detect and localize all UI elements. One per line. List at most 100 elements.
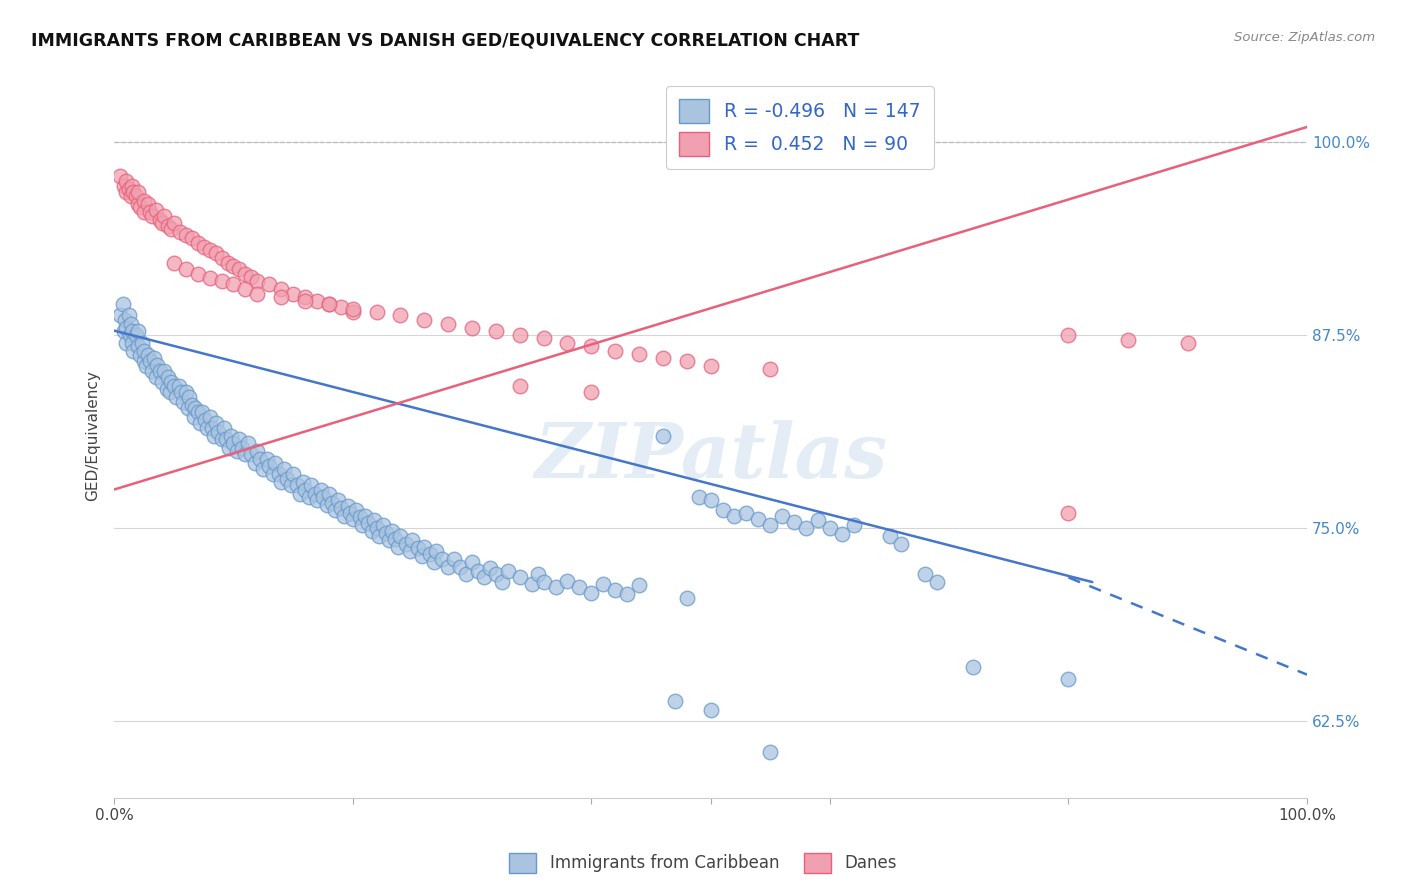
Point [235, 447, 257, 461]
Point [366, 521, 388, 535]
Point [794, 521, 817, 535]
Point [294, 483, 316, 497]
Text: IMMIGRANTS FROM CARIBBEAN VS DANISH GED/EQUIVALENCY CORRELATION CHART: IMMIGRANTS FROM CARIBBEAN VS DANISH GED/… [31, 31, 859, 49]
Point [246, 274, 269, 288]
Point [131, 335, 153, 350]
Point [321, 496, 343, 510]
Point [387, 540, 409, 554]
Point [557, 574, 579, 588]
Point [478, 561, 501, 575]
Point [170, 385, 193, 400]
Point [342, 512, 364, 526]
Point [443, 552, 465, 566]
Point [509, 328, 531, 343]
Legend: R = -0.496   N = 147, R =  0.452   N = 90: R = -0.496 N = 147, R = 0.452 N = 90 [666, 86, 934, 169]
Point [141, 364, 163, 378]
Point [1057, 506, 1080, 520]
Point [124, 328, 146, 343]
Point [270, 475, 292, 489]
Point [156, 370, 179, 384]
Point [342, 301, 364, 316]
Point [187, 267, 209, 281]
Point [145, 370, 167, 384]
Point [127, 324, 149, 338]
Point [962, 660, 984, 674]
Point [167, 379, 190, 393]
Point [333, 508, 356, 523]
Point [533, 331, 555, 345]
Point [699, 703, 721, 717]
Point [342, 305, 364, 319]
Y-axis label: GED/Equivalency: GED/Equivalency [86, 370, 100, 501]
Point [432, 552, 454, 566]
Point [401, 533, 423, 548]
Point [184, 401, 207, 415]
Point [207, 425, 229, 440]
Point [927, 575, 949, 590]
Point [235, 267, 257, 281]
Point [329, 301, 352, 315]
Point [204, 246, 226, 260]
Point [276, 472, 298, 486]
Point [121, 335, 143, 350]
Point [389, 308, 412, 322]
Point [699, 359, 721, 373]
Point [202, 428, 225, 442]
Point [818, 521, 841, 535]
Point [218, 441, 240, 455]
Point [360, 524, 382, 538]
Point [353, 508, 375, 523]
Point [329, 501, 352, 516]
Point [366, 305, 388, 319]
Point [270, 282, 292, 296]
Point [395, 536, 418, 550]
Point [194, 413, 217, 427]
Point [172, 394, 194, 409]
Point [783, 515, 806, 529]
Point [309, 483, 332, 497]
Point [177, 401, 200, 415]
Point [377, 533, 399, 548]
Point [193, 240, 215, 254]
Point [437, 318, 460, 332]
Point [581, 385, 603, 400]
Point [339, 506, 361, 520]
Point [112, 178, 135, 193]
Point [129, 348, 152, 362]
Point [699, 493, 721, 508]
Point [226, 444, 249, 458]
Point [180, 398, 202, 412]
Point [449, 559, 471, 574]
Point [281, 467, 304, 481]
Point [735, 506, 758, 520]
Point [195, 421, 218, 435]
Point [127, 339, 149, 353]
Point [117, 182, 139, 196]
Point [256, 451, 278, 466]
Point [509, 379, 531, 393]
Point [664, 694, 686, 708]
Point [228, 261, 250, 276]
Point [294, 294, 316, 309]
Point [201, 421, 224, 435]
Point [132, 343, 155, 358]
Point [160, 221, 183, 235]
Point [842, 518, 865, 533]
Text: Source: ZipAtlas.com: Source: ZipAtlas.com [1234, 31, 1375, 45]
Point [153, 210, 176, 224]
Point [423, 555, 446, 569]
Point [318, 487, 340, 501]
Point [273, 462, 295, 476]
Point [616, 587, 638, 601]
Point [280, 478, 302, 492]
Point [142, 351, 165, 366]
Point [153, 364, 176, 378]
Point [371, 518, 394, 533]
Point [259, 459, 281, 474]
Point [299, 478, 322, 492]
Point [454, 567, 477, 582]
Point [174, 261, 197, 276]
Point [352, 518, 374, 533]
Point [675, 354, 697, 368]
Point [285, 478, 308, 492]
